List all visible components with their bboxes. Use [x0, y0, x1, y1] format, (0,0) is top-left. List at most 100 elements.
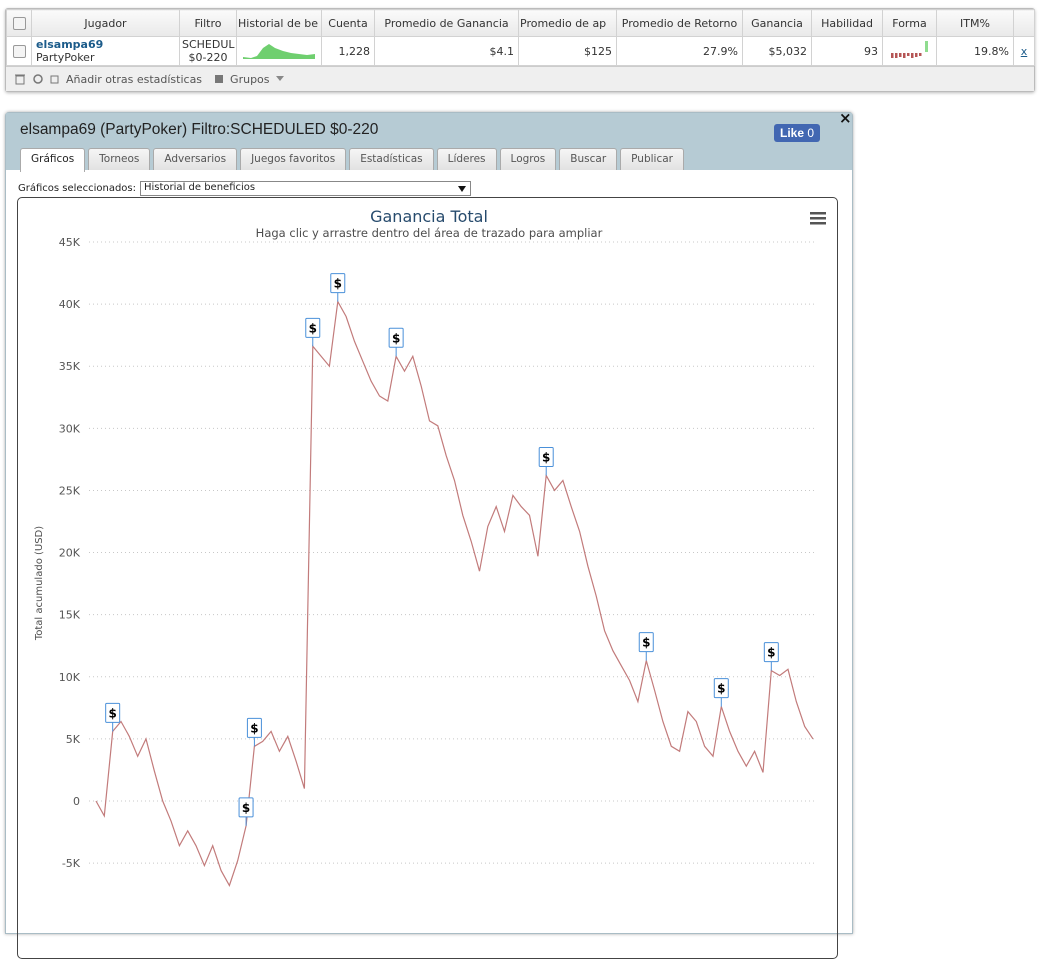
col-header	[1013, 9, 1035, 37]
form-sparkline	[882, 36, 937, 66]
col-header[interactable]: Filtro	[179, 9, 237, 37]
chart-menu[interactable]	[810, 212, 826, 225]
chart-selector: Gráficos seleccionados: Historial de ben…	[18, 181, 471, 196]
history-sparkline	[236, 36, 322, 66]
player-panel: elsampa69 (PartyPoker) Filtro:SCHEDULED …	[5, 109, 853, 959]
flag-label: $	[642, 636, 650, 650]
groups-icon	[215, 75, 224, 83]
y-tick-label: 20K	[59, 547, 81, 560]
delete-icon[interactable]	[14, 73, 26, 85]
chart-subtitle: Haga clic y arrastre dentro del área de …	[256, 226, 603, 240]
flag: $	[330, 273, 346, 302]
flag: $	[305, 317, 321, 347]
y-tick-label: 0	[73, 795, 80, 808]
y-tick-label: 45K	[59, 236, 81, 249]
y-tick-label: 30K	[59, 422, 81, 435]
form-bars	[891, 40, 928, 58]
like-button[interactable]: Like 0	[774, 124, 821, 142]
selector-label: Gráficos seleccionados:	[18, 183, 136, 194]
flag-label: $	[767, 646, 775, 660]
flag: $	[238, 797, 254, 826]
player-cell: elsampa69 PartyPoker	[31, 36, 180, 66]
flag-box	[763, 642, 779, 663]
tab[interactable]: Logros	[499, 148, 557, 170]
flag-box	[305, 317, 321, 338]
panel-header: elsampa69 (PartyPoker) Filtro:SCHEDULED …	[6, 109, 852, 172]
flag-label: $	[309, 321, 317, 335]
filter-cell: SCHEDUL $0-220	[179, 36, 237, 66]
row-select[interactable]	[6, 36, 32, 66]
flag-label: $	[334, 277, 342, 291]
flag-box	[638, 632, 654, 653]
col-header[interactable]: Jugador	[31, 9, 180, 37]
tab[interactable]: Torneos	[88, 148, 151, 170]
flag-label: $	[717, 682, 725, 696]
filter-text: $0-220	[188, 51, 228, 64]
col-header[interactable]: Cuenta	[321, 9, 375, 37]
flag-label: $	[108, 706, 116, 720]
panel-title: elsampa69 (PartyPoker) Filtro:SCHEDULED …	[20, 121, 379, 138]
flag-label: $	[542, 451, 550, 465]
flag-label: $	[242, 801, 250, 815]
tabs: Gráficos Torneos Adversarios Juegos favo…	[20, 148, 684, 172]
selector-dropdown[interactable]: Historial de beneficios	[140, 181, 471, 196]
flag: $	[388, 327, 404, 357]
flag: $	[538, 447, 554, 476]
filter-text: SCHEDUL	[182, 38, 235, 51]
refresh-icon[interactable]	[32, 73, 44, 85]
flag-box	[238, 797, 254, 818]
col-header[interactable]: Ganancia	[742, 9, 812, 37]
y-axis-label: Total acumulado (USD)	[34, 526, 45, 641]
remove[interactable]: x	[1013, 36, 1035, 66]
select-all[interactable]	[6, 9, 32, 37]
count: 1,228	[321, 36, 375, 66]
site: PartyPoker	[36, 51, 95, 64]
flag-box	[330, 273, 346, 294]
flag: $	[105, 702, 121, 732]
y-tick-label: 15K	[59, 609, 81, 622]
flag: $	[713, 678, 729, 707]
flag-box	[246, 717, 262, 738]
col-header[interactable]: Promedio de Ganancia	[374, 9, 519, 37]
avg-profit: $4.1	[374, 36, 519, 66]
flag-box	[538, 447, 554, 468]
flag: $	[763, 642, 779, 671]
col-header[interactable]: Promedio de ap	[518, 9, 617, 37]
player-link[interactable]: elsampa69	[36, 38, 104, 51]
add-stats[interactable]: Añadir otras estadísticas	[66, 72, 203, 86]
flag-box	[388, 327, 404, 348]
tab[interactable]: Adversarios	[153, 148, 238, 170]
flag: $	[246, 717, 262, 747]
y-tick-label: 25K	[59, 484, 81, 497]
close-button[interactable]: ×	[839, 109, 852, 127]
groups[interactable]: Grupos	[230, 72, 270, 86]
col-header[interactable]: ITM%	[936, 9, 1014, 37]
profit: $5,032	[742, 36, 812, 66]
selector-value: Historial de beneficios	[144, 182, 256, 193]
flag: $	[638, 632, 654, 661]
page: Jugador Filtro Historial de be Cuenta Pr…	[5, 8, 1035, 959]
col-header[interactable]: Historial de be	[236, 9, 322, 37]
chart: Ganancia Total Haga clic y arrastre dent…	[34, 207, 826, 887]
y-tick-label: 10K	[59, 671, 81, 684]
y-tick-label: 35K	[59, 360, 81, 373]
col-header[interactable]: Habilidad	[811, 9, 883, 37]
tab[interactable]: Publicar	[620, 148, 684, 170]
col-header[interactable]: Promedio de Retorno	[616, 9, 743, 37]
tab[interactable]: Buscar	[559, 148, 618, 170]
tab[interactable]: Estadísticas	[349, 148, 434, 170]
chart-title: Ganancia Total	[370, 207, 488, 226]
add-icon	[50, 75, 59, 84]
tab[interactable]: Líderes	[436, 148, 497, 170]
header-row: Jugador Filtro Historial de be Cuenta Pr…	[6, 9, 1035, 37]
player-row: elsampa69 PartyPoker SCHEDUL $0-220 1,228 …	[6, 36, 1035, 66]
chart-box: Ganancia Total Haga clic y arrastre dent…	[17, 197, 838, 959]
stats-table: Jugador Filtro Historial de be Cuenta Pr…	[6, 9, 1035, 66]
col-header[interactable]: Forma	[882, 9, 937, 37]
groups-arrow	[275, 76, 284, 81]
avg-stake: $125	[518, 36, 617, 66]
stats-table-box: Jugador Filtro Historial de be Cuenta Pr…	[5, 8, 1035, 92]
tab[interactable]: Juegos favoritos	[240, 148, 347, 170]
tab[interactable]: Gráficos	[20, 148, 86, 172]
flag-box	[713, 678, 729, 699]
